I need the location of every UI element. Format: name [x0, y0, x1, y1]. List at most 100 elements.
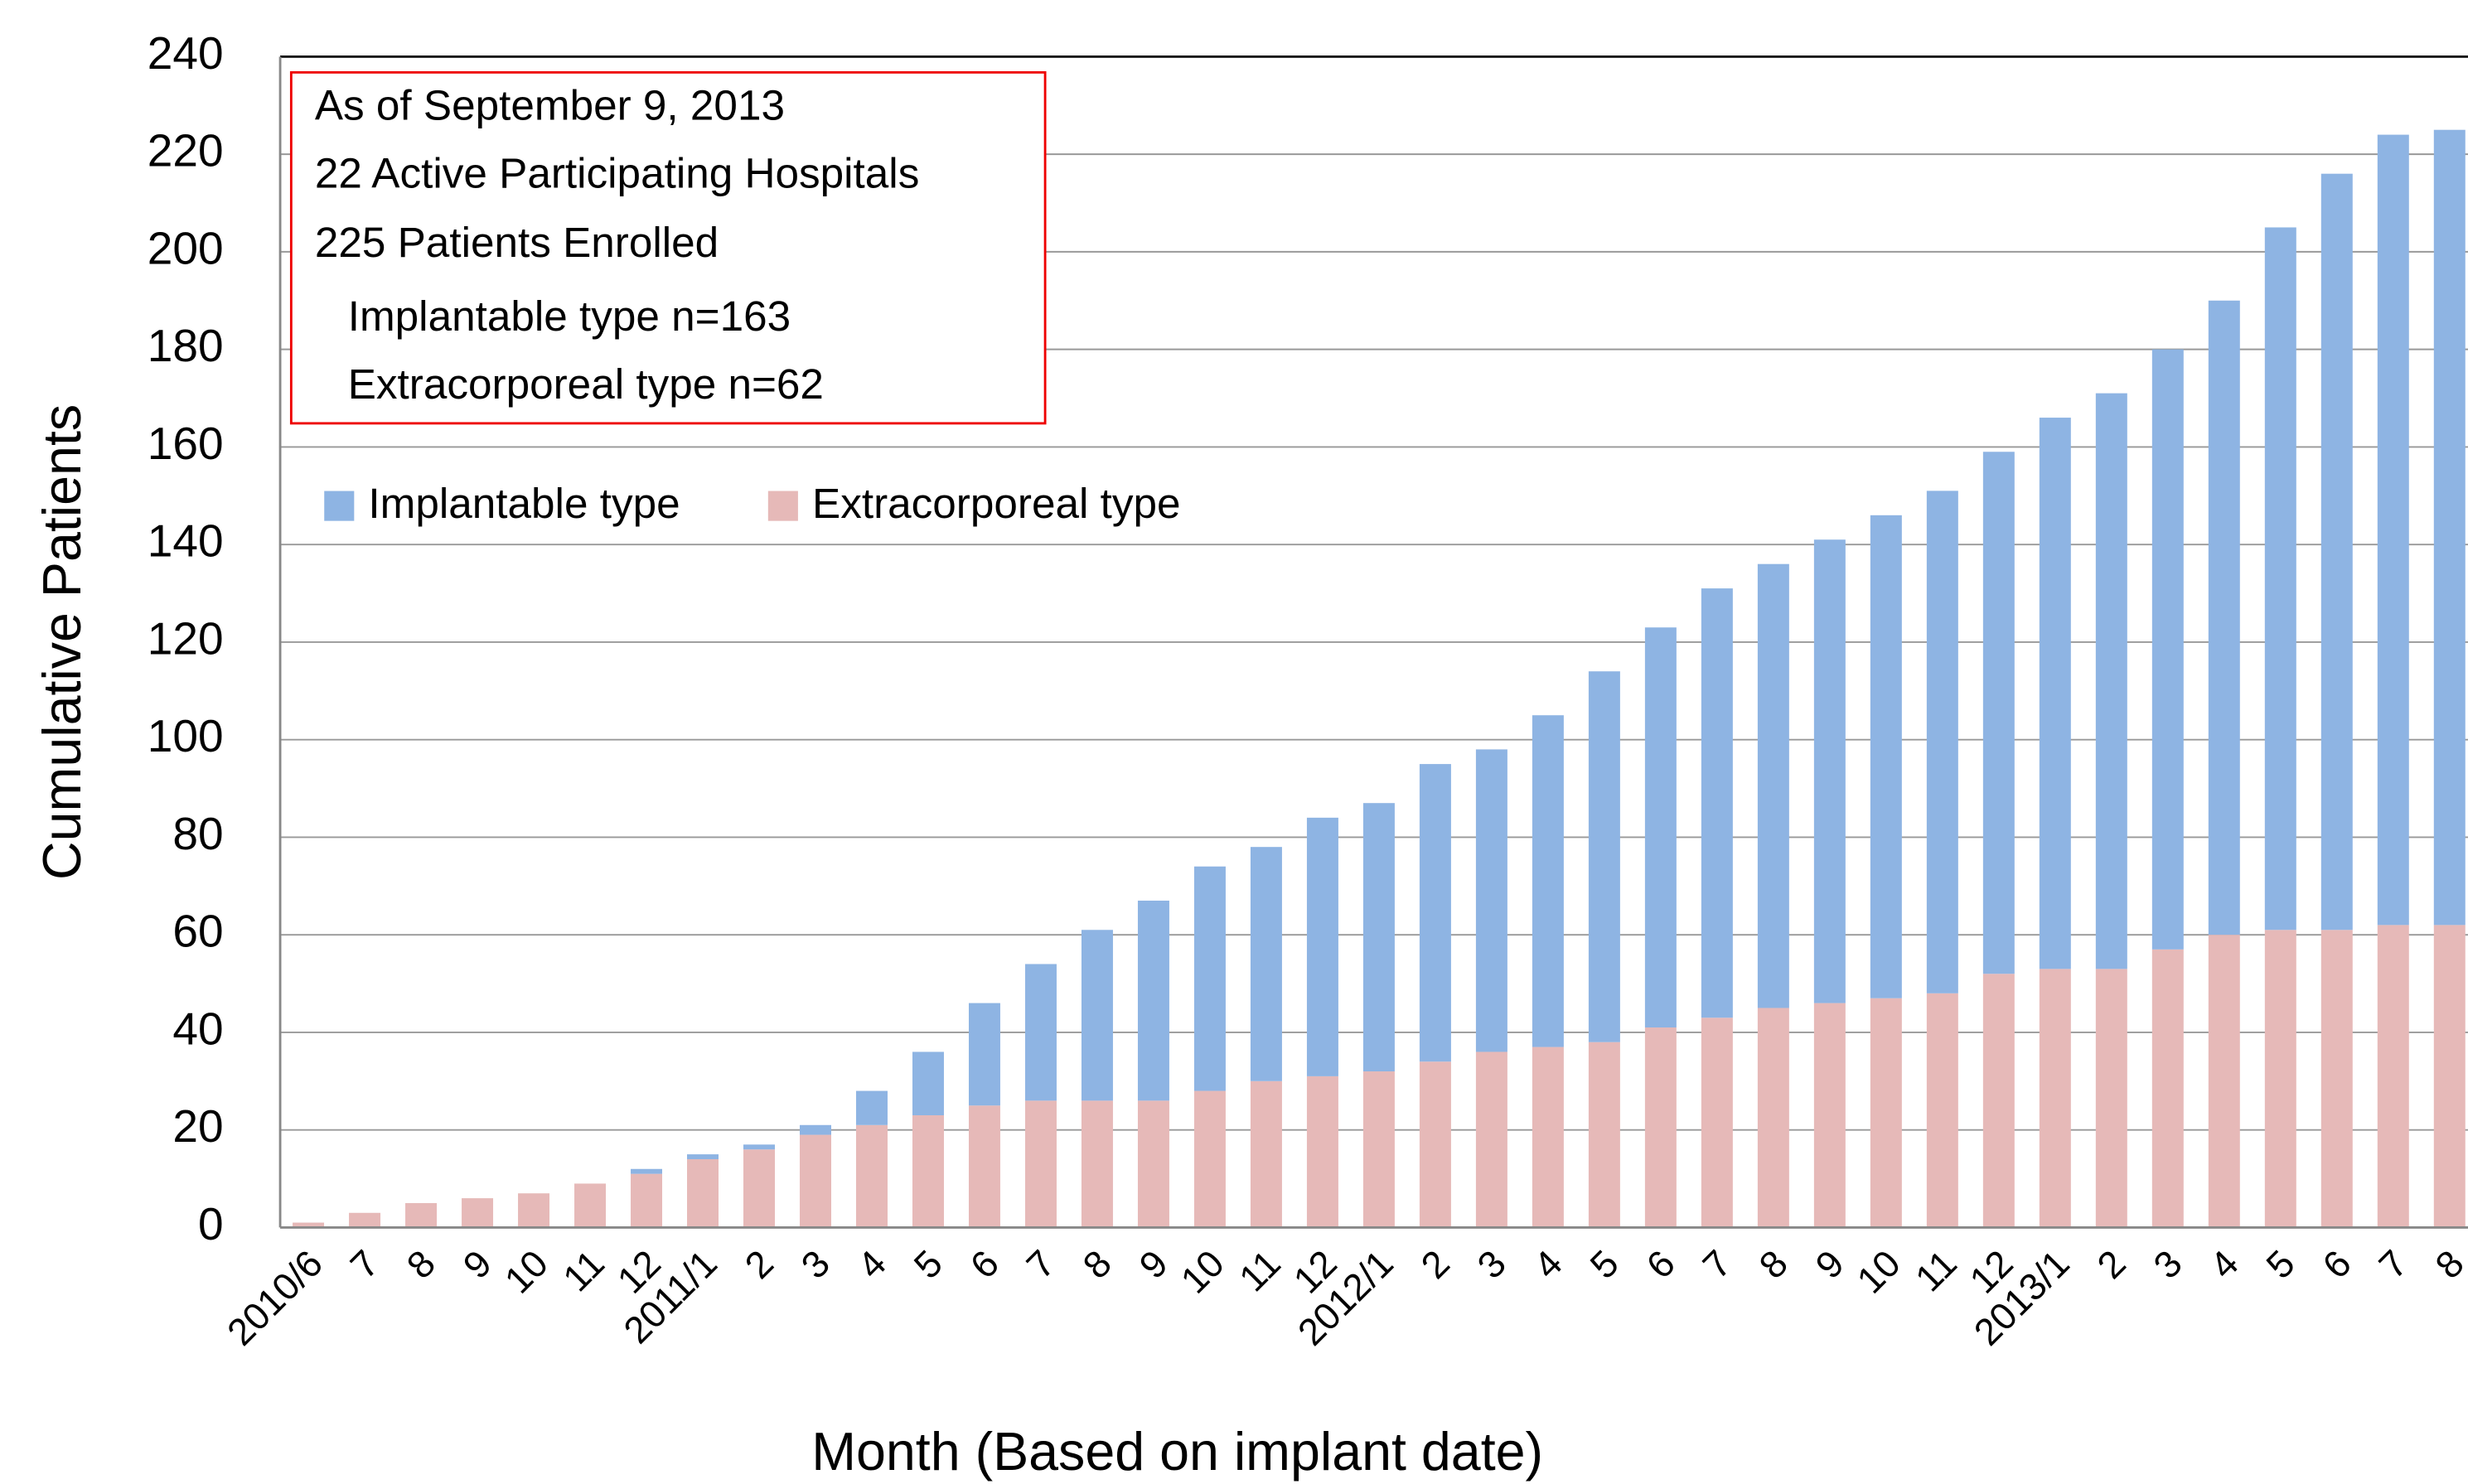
bar-segment: [743, 1149, 775, 1228]
bar-segment: [1926, 993, 1958, 1228]
bar-segment: [1081, 930, 1113, 1101]
bar-segment: [631, 1173, 663, 1228]
y-tick-label: 240: [148, 27, 224, 79]
x-tick-label: 7: [1019, 1242, 1063, 1287]
bar-segment: [1982, 974, 2015, 1228]
bar-segment: [1813, 539, 1846, 1003]
bar-segment: [2377, 925, 2409, 1228]
bar-segment: [2151, 949, 2184, 1228]
annotation: As of September 9, 2013: [315, 82, 785, 129]
bar-segment: [1532, 715, 1564, 1047]
bar-segment: [1306, 1076, 1338, 1228]
x-tick-label: 7: [2371, 1242, 2416, 1287]
x-tick-label: 2: [1413, 1242, 1458, 1287]
bar-segment: [2039, 969, 2071, 1228]
bar-segment: [855, 1090, 888, 1125]
bar-segment: [968, 1003, 1000, 1106]
y-tick-label: 200: [148, 222, 224, 273]
bar-segment: [687, 1154, 719, 1159]
y-tick-label: 60: [172, 906, 223, 957]
bar-segment: [2264, 930, 2296, 1228]
bar-segment: [1081, 1100, 1113, 1228]
x-tick-label: 3: [1469, 1242, 1514, 1287]
bar-segment: [574, 1183, 607, 1228]
x-tick-label: 11: [1907, 1242, 1965, 1300]
bar-segment: [2208, 935, 2240, 1228]
x-tick-label: 4: [2202, 1242, 2247, 1287]
x-tick-label: 3: [2146, 1242, 2190, 1287]
bar-segment: [1250, 847, 1282, 1081]
bar-segment: [743, 1144, 775, 1150]
bar-segment: [1870, 998, 1902, 1228]
x-tick-label: 10: [496, 1242, 556, 1302]
bar-segment: [1306, 817, 1338, 1076]
y-tick-label: 180: [148, 320, 224, 371]
bar-segment: [1813, 1003, 1846, 1228]
bar-segment: [1024, 1100, 1057, 1228]
bar-segment: [1475, 749, 1507, 1052]
x-tick-label: 6: [1638, 1242, 1683, 1287]
x-tick-label: 11: [1231, 1242, 1289, 1300]
x-tick-label: 5: [906, 1242, 951, 1287]
bar-segment: [518, 1193, 550, 1228]
bar-segment: [1588, 671, 1620, 1042]
x-tick-label: 5: [2258, 1242, 2303, 1287]
bar-segment: [912, 1051, 944, 1116]
x-tick-label: 8: [1075, 1242, 1120, 1287]
bar-segment: [2151, 349, 2184, 950]
x-tick-label: 4: [1526, 1242, 1570, 1287]
x-tick-label: 7: [1695, 1242, 1740, 1287]
bar-segment: [1137, 900, 1169, 1101]
x-tick-label: 2: [2089, 1242, 2134, 1287]
bar-segment: [1137, 1100, 1169, 1228]
y-tick-label: 120: [148, 612, 224, 664]
x-tick-label: 8: [2427, 1242, 2468, 1287]
x-tick-label: 3: [793, 1242, 838, 1287]
bar-segment: [800, 1134, 831, 1228]
bar-segment: [2039, 418, 2071, 969]
bar-segment: [462, 1198, 494, 1228]
y-tick-label: 100: [148, 710, 224, 761]
x-tick-label: 11: [554, 1242, 612, 1300]
bar-segment: [912, 1115, 944, 1228]
y-tick-label: 220: [148, 125, 224, 176]
bar-segment: [1362, 803, 1395, 1072]
bar-segment: [1419, 764, 1451, 1062]
x-tick-label: 5: [1582, 1242, 1627, 1287]
bar-segment: [293, 1222, 325, 1228]
bar-segment: [2320, 930, 2353, 1228]
bar-segment: [349, 1212, 381, 1228]
bar-segment: [687, 1158, 719, 1228]
x-tick-label: 4: [849, 1242, 894, 1287]
y-tick-label: 20: [172, 1100, 223, 1152]
bar-segment: [2208, 300, 2240, 935]
x-tick-label: 8: [1751, 1242, 1796, 1287]
bar-segment: [1701, 588, 1733, 1018]
bar-segment: [1926, 491, 1958, 993]
bar-segment: [2095, 393, 2127, 969]
y-tick-label: 160: [148, 418, 224, 469]
bar-segment: [800, 1124, 831, 1135]
bar-segment: [855, 1124, 888, 1228]
x-tick-label: 9: [1131, 1242, 1176, 1287]
y-tick-label: 40: [172, 1003, 223, 1054]
bar-segment: [968, 1105, 1000, 1228]
x-tick-label: 9: [455, 1242, 500, 1287]
bar-segment: [2095, 969, 2127, 1228]
bar-segment: [1588, 1042, 1620, 1228]
bar-segment: [405, 1202, 438, 1228]
bar-segment: [2377, 134, 2409, 926]
bar-segment: [1475, 1051, 1507, 1228]
legend-swatch: [324, 491, 355, 521]
y-tick-label: 140: [148, 515, 224, 567]
bar-segment: [2433, 129, 2466, 926]
bar-segment: [1362, 1071, 1395, 1228]
x-tick-label: 8: [399, 1242, 443, 1287]
x-tick-label: 2: [737, 1242, 782, 1287]
bar-segment: [1532, 1047, 1564, 1228]
y-tick-label: 0: [198, 1198, 224, 1250]
legend-label: Extracorporeal type: [812, 480, 1181, 527]
bar-segment: [1982, 452, 2015, 974]
x-tick-label: 6: [2315, 1242, 2359, 1287]
